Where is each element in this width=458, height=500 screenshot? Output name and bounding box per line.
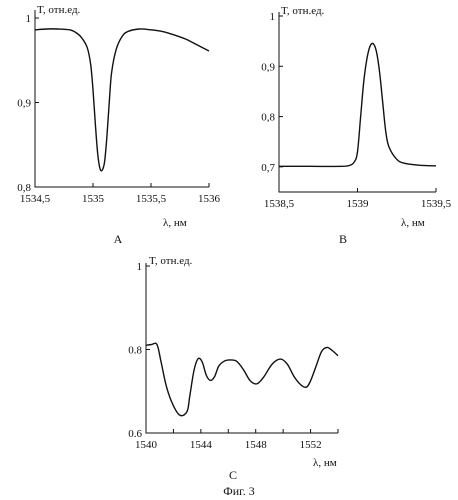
panel-a-x-tick-label: 1535	[82, 193, 105, 205]
panel-a-y-ticks: 0,80,91	[17, 13, 39, 194]
panel-b-x-tick-label: 1539	[347, 198, 370, 210]
panel-c-x-tick-label: 1540	[135, 439, 158, 451]
panel-b-y-tick-label: 0,9	[261, 61, 275, 73]
panel-c-x-tick-label: 1544	[190, 439, 213, 451]
panel-a-y-tick-label: 0,9	[17, 98, 31, 110]
panel-a-x-tick-label: 1534,5	[20, 193, 51, 205]
panel-b-ylabel: T, отн.ед.	[281, 5, 325, 17]
panel-a-letter: A	[114, 232, 123, 246]
panel-c-x-tick-label: 1552	[300, 439, 322, 451]
panel-c-x-ticks: 1540 1544 1548 1552	[135, 429, 338, 451]
panel-a-x-tick-label: 1536	[198, 193, 221, 205]
panel-a-x-tick-label: 1535,5	[136, 193, 167, 205]
panel-a-y-tick-label: 1	[26, 13, 32, 25]
panel-a-ylabel: T, отн.ед.	[37, 4, 81, 16]
panel-c-x-tick-label: 1548	[245, 439, 268, 451]
panel-c-ylabel: T, отн.ед.	[149, 255, 193, 267]
panel-b-letter: B	[339, 232, 347, 246]
panel-a-transmission-curve	[35, 29, 209, 171]
panel-b-y-tick-label: 0,8	[261, 112, 275, 124]
panel-b-x-ticks: 1538,5 1539 1539,5	[264, 188, 452, 210]
panel-c-xlabel: λ, нм	[313, 457, 337, 469]
panel-c-chart: 0.60.81 1540154415481552 T, отн.ед. λ, н…	[128, 255, 338, 482]
panel-c-y-ticks: 0.60.81	[128, 261, 150, 440]
figure-caption: Фиг. 3	[223, 484, 254, 498]
panel-a-xlabel: λ, нм	[163, 217, 187, 229]
panel-a-chart: 0,80,91 1534,515351535,51536 T, отн.ед. …	[17, 4, 220, 246]
panel-b-chart: 0,7 0,8 0,9 1 1538,5 1539 1539,5 T, отн.ед. λ…	[261, 5, 451, 246]
panel-a-x-ticks: 1534,5 1535 1535,5 1536	[20, 183, 221, 205]
panel-b-x-tick-label: 1538,5	[264, 198, 295, 210]
panel-b-y-ticks: 0,7 0,8 0,9 1	[261, 11, 283, 174]
panel-b-xlabel: λ, нм	[401, 217, 425, 229]
panel-c-transmission-curve	[146, 343, 338, 416]
panel-c-y-tick-label: 0.8	[128, 345, 142, 357]
panel-b-transmission-curve	[279, 43, 436, 166]
panel-b-y-tick-label: 0,7	[261, 162, 275, 174]
panel-c-letter: C	[229, 468, 237, 482]
panel-b-x-tick-label: 1539,5	[421, 198, 452, 210]
panel-c-y-tick-label: 1	[137, 261, 143, 273]
panel-b-y-tick-label: 1	[270, 11, 276, 23]
